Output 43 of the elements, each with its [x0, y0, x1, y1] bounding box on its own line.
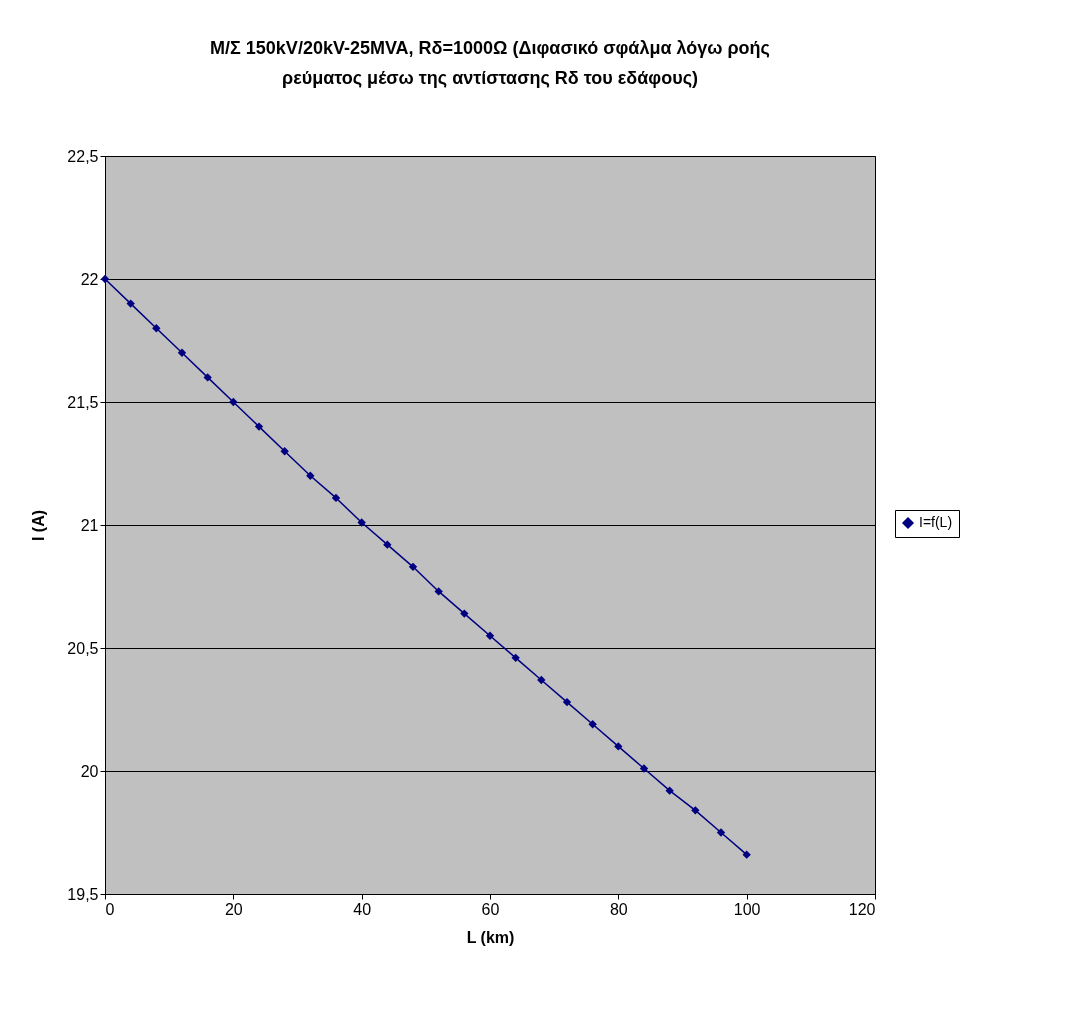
chart-title: Μ/Σ 150kV/20kV-25MVA, Rδ=1000Ω (Διφασικό σφάλμα λόγω ροής ρεύματος μέσω της αντίστασης Rδ του εδάφους) [210, 38, 770, 88]
point [357, 518, 366, 527]
x-tick-label: 20 [224, 900, 243, 918]
point [383, 540, 392, 549]
point [280, 447, 289, 456]
point [562, 697, 572, 707]
point [588, 720, 597, 729]
y-axis-title: I (A) [30, 509, 48, 542]
legend-label: I=f(L) [919, 514, 953, 530]
x-tick-label: 100 [733, 900, 761, 918]
point [434, 587, 443, 596]
point [742, 850, 751, 859]
x-tick-label: 80 [609, 900, 628, 918]
y-tick-label: 21 [80, 516, 99, 534]
y-tick-label: 21,5 [67, 393, 99, 411]
point [306, 471, 315, 480]
point [229, 397, 238, 407]
point [331, 493, 341, 503]
y-tick-label: 19,5 [67, 885, 99, 903]
x-tick-label: 60 [481, 900, 500, 918]
point [408, 562, 418, 571]
point [254, 422, 264, 431]
x-axis-title: L (km) [466, 928, 515, 946]
y-tick-label: 20,5 [67, 639, 99, 657]
x-tick-label: 40 [353, 900, 372, 918]
point [691, 806, 700, 815]
point [485, 631, 495, 640]
point [126, 299, 135, 308]
y-tick-label: 22 [80, 270, 99, 288]
x-tick-label: 0 [105, 900, 115, 918]
point [665, 786, 674, 795]
point [511, 653, 520, 663]
point [203, 373, 212, 382]
point [716, 828, 726, 837]
x-tick-label: 120 [848, 900, 876, 918]
point [639, 764, 649, 773]
y-tick-label: 20 [80, 762, 99, 780]
point [537, 675, 546, 685]
y-tick-label: 22,5 [67, 147, 99, 165]
point [460, 609, 469, 618]
point [152, 324, 161, 333]
point [177, 348, 187, 357]
point [614, 742, 623, 751]
